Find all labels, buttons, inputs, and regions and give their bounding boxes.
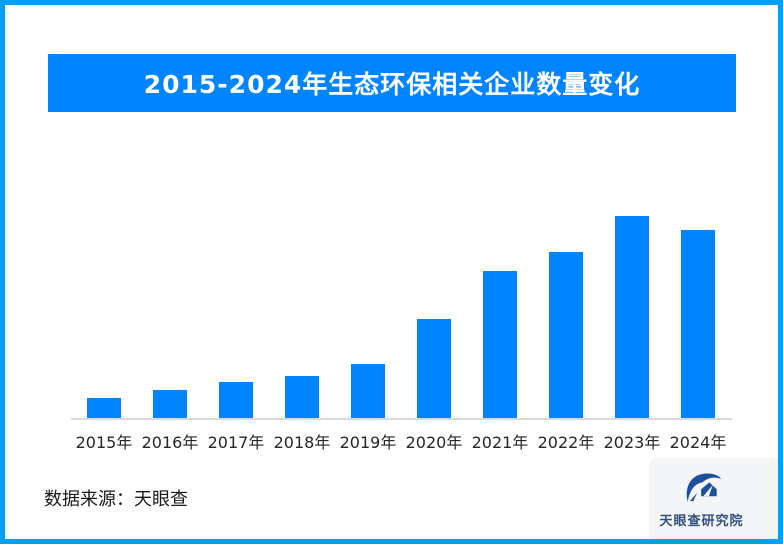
bar-column bbox=[665, 216, 731, 418]
x-axis-label: 2020年 bbox=[405, 433, 463, 452]
bar-2015 bbox=[87, 397, 121, 418]
bar-2024 bbox=[681, 230, 715, 418]
x-axis-line bbox=[71, 418, 732, 420]
data-source-label: 数据来源：天眼查 bbox=[44, 489, 188, 510]
bar-column bbox=[71, 216, 137, 418]
bar-column bbox=[467, 216, 533, 418]
x-axis-label: 2017年 bbox=[207, 433, 265, 452]
x-axis-label: 2015年 bbox=[75, 433, 133, 452]
bar-2018 bbox=[285, 375, 319, 418]
bar-column bbox=[203, 216, 269, 418]
bar-2020 bbox=[417, 319, 451, 418]
x-axis-label: 2024年 bbox=[669, 433, 727, 452]
bar-column bbox=[401, 216, 467, 418]
chart-title-banner: 2015-2024年生态环保相关企业数量变化 bbox=[48, 54, 736, 112]
x-axis-label: 2019年 bbox=[339, 433, 397, 452]
brand-name: 天眼查研究院 bbox=[659, 513, 744, 529]
bar-2022 bbox=[549, 252, 583, 418]
x-axis-label: 2022年 bbox=[537, 433, 595, 452]
plot-area bbox=[71, 216, 731, 418]
x-axis-label: 2021年 bbox=[471, 433, 529, 452]
bar-2017 bbox=[219, 381, 253, 418]
bar-column bbox=[533, 216, 599, 418]
brand-logo-card: 天眼查研究院 bbox=[649, 458, 778, 539]
bar-column bbox=[137, 216, 203, 418]
bar-2016 bbox=[153, 389, 187, 418]
bar-column bbox=[599, 216, 665, 418]
bar-column bbox=[335, 216, 401, 418]
bar-2021 bbox=[483, 270, 517, 418]
x-axis-label: 2023年 bbox=[603, 433, 661, 452]
bar-2019 bbox=[351, 363, 385, 418]
bar-column bbox=[269, 216, 335, 418]
x-axis-label: 2016年 bbox=[141, 433, 199, 452]
bar-2023 bbox=[615, 216, 649, 418]
x-axis-label: 2018年 bbox=[273, 433, 331, 452]
chart-title: 2015-2024年生态环保相关企业数量变化 bbox=[143, 70, 641, 99]
tianyancha-logo-icon bbox=[686, 473, 721, 502]
x-axis-labels: 2015年 2016年 2017年 2018年 2019年 2020年 2021年 2022年… bbox=[71, 429, 731, 453]
